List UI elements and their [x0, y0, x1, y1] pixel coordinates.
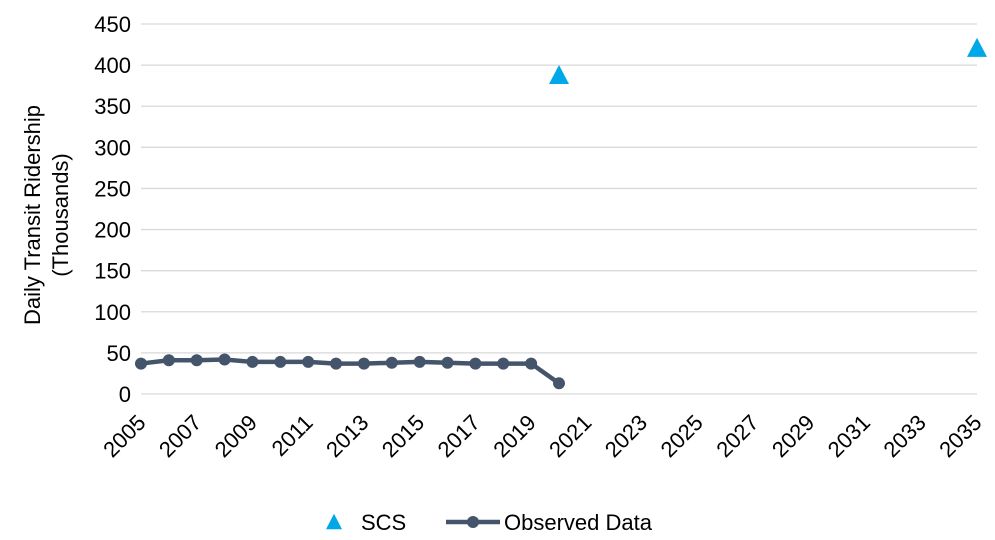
x-tick-label: 2027 [711, 410, 763, 462]
scs-point [549, 64, 569, 84]
x-tick-label: 2009 [210, 410, 262, 462]
series-markers [135, 37, 987, 390]
y-tick-label: 200 [94, 218, 131, 243]
observed-data-point [302, 355, 315, 368]
x-axis-tick-labels: 2005 2007 2009 2011 2013 2015 2017 2019 2021 2023… [98, 410, 986, 462]
x-tick-label: 2029 [767, 410, 819, 462]
observed-data-point [497, 357, 510, 370]
observed-data-point [135, 357, 147, 370]
observed-data-point [525, 357, 538, 370]
scs-point [967, 37, 987, 57]
x-tick-label: 2011 [267, 410, 318, 461]
x-tick-label: 2023 [600, 410, 652, 462]
x-tick-label: 2017 [433, 410, 485, 462]
x-tick-label: 2013 [321, 410, 373, 462]
observed-data-point [162, 354, 175, 367]
y-axis-title-line-1: Daily Transit Ridership [20, 105, 45, 325]
observed-data-point [385, 356, 398, 369]
y-tick-label: 400 [94, 53, 131, 78]
y-tick-label: 300 [94, 135, 131, 160]
y-tick-label: 350 [94, 94, 131, 119]
x-tick-label: 2025 [656, 410, 708, 462]
x-tick-label: 2005 [98, 410, 150, 462]
x-tick-label: 2021 [544, 410, 596, 462]
observed-data-point [553, 377, 565, 390]
series-lines [140, 357, 561, 386]
scs-legend-label: SCS [361, 510, 406, 535]
observed-data-point [469, 357, 482, 370]
y-tick-label: 150 [94, 259, 131, 284]
observed-data-legend-label: Observed Data [504, 510, 653, 535]
observed-data-line [140, 357, 561, 386]
y-tick-label: 0 [119, 382, 131, 407]
y-tick-label: 50 [107, 341, 131, 366]
observed-data-point [413, 355, 426, 368]
scs-legend-symbol [326, 513, 342, 530]
observed-data-point [274, 355, 287, 368]
legend: SCS Observed Data [326, 510, 653, 535]
y-axis-title-line-2: (Thousands) [48, 153, 73, 277]
x-tick-label: 2019 [488, 410, 540, 462]
x-tick-label: 2007 [154, 410, 206, 462]
x-tick-label: 2031 [823, 410, 875, 462]
y-tick-label: 100 [94, 300, 131, 325]
x-tick-label: 2035 [934, 410, 986, 462]
y-axis-tick-labels: 0 50 100 150 200 250 300 350 400 450 [94, 12, 131, 407]
observed-data-legend-symbol [467, 516, 479, 528]
observed-data-point [190, 354, 203, 367]
observed-data-point [357, 357, 370, 370]
observed-data-point [218, 353, 231, 366]
x-tick-label: 2015 [377, 410, 429, 462]
observed-data-point [330, 357, 343, 370]
x-tick-label: 2033 [879, 410, 931, 462]
observed-data-point [246, 355, 259, 368]
y-tick-label: 450 [94, 12, 131, 37]
observed-data-point [441, 356, 454, 369]
y-axis-title: Daily Transit Ridership (Thousands) [20, 105, 73, 325]
y-tick-label: 250 [94, 176, 131, 201]
